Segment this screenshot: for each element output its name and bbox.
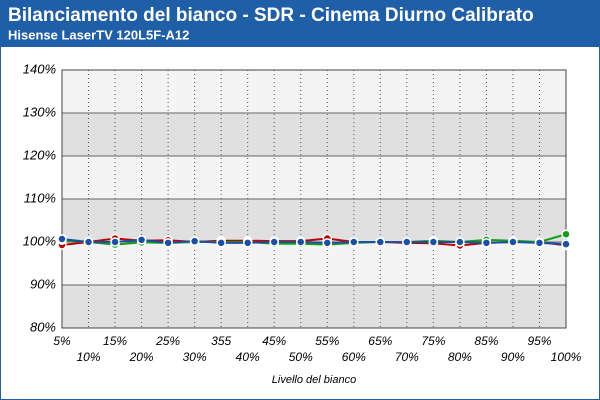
band — [62, 113, 566, 156]
header — [0, 0, 600, 47]
point — [402, 237, 412, 247]
x-tick-label: 40% — [236, 350, 260, 364]
x-tick-label: 15% — [103, 334, 127, 348]
x-tick-label: 50% — [289, 350, 313, 364]
x-tick-label: 355 — [211, 334, 231, 348]
x-tick-label: 80% — [448, 350, 472, 364]
point — [455, 237, 465, 247]
chart-subtitle: Hisense LaserTV 120L5F-A12 — [8, 27, 189, 42]
point — [189, 236, 200, 246]
x-tick-label: 55% — [315, 334, 339, 348]
point — [561, 239, 571, 249]
x-axis-label: Livello del bianco — [272, 374, 356, 386]
x-tick-label: 75% — [421, 334, 445, 348]
band — [62, 242, 566, 285]
point — [136, 235, 147, 245]
point — [534, 238, 545, 248]
band — [62, 156, 566, 199]
point — [322, 238, 333, 248]
plot-border — [61, 69, 567, 329]
point — [242, 238, 253, 248]
y-tick-label: 100% — [23, 233, 56, 248]
band — [62, 70, 566, 113]
y-tick-label: 80% — [30, 319, 56, 334]
x-tick-label: 90% — [501, 350, 525, 364]
x-tick-label: 20% — [129, 350, 154, 364]
x-tick-label: 85% — [474, 334, 498, 348]
x-tick-label: 95% — [527, 334, 551, 348]
point — [269, 237, 279, 247]
band — [62, 285, 566, 328]
point — [428, 237, 439, 247]
y-tick-label: 90% — [30, 276, 56, 291]
point — [561, 229, 571, 240]
plot: 5% 10%15%20%25%30% 355 40%45%50%55%60%65%70… — [23, 61, 582, 364]
point — [349, 237, 359, 247]
x-tick-label: 65% — [368, 334, 392, 348]
band — [62, 199, 566, 242]
x-tick-label: 70% — [395, 350, 419, 364]
y-tick-label: 130% — [23, 104, 56, 119]
point — [83, 237, 94, 247]
x-tick-label: 10% — [77, 350, 101, 364]
y-tick-label: 140% — [23, 61, 56, 76]
point — [295, 237, 306, 247]
point — [508, 237, 518, 247]
y-tick-label: 120% — [23, 147, 56, 162]
chart-title: Bilanciamento del bianco - SDR - Cinema … — [8, 5, 534, 26]
x-tick-label: 60% — [342, 350, 366, 364]
x-tick-label: 100% — [551, 350, 582, 364]
point — [216, 238, 226, 248]
x-tick-label: 5% — [53, 334, 71, 348]
y-tick-label: 110% — [24, 190, 56, 205]
x-tick-label: 25% — [155, 334, 180, 348]
point — [110, 237, 120, 247]
x-tick-label: 30% — [183, 350, 207, 364]
point — [375, 237, 386, 247]
point — [163, 238, 173, 248]
x-tick-label: 45% — [262, 334, 286, 348]
point — [481, 238, 492, 248]
point — [57, 234, 67, 244]
